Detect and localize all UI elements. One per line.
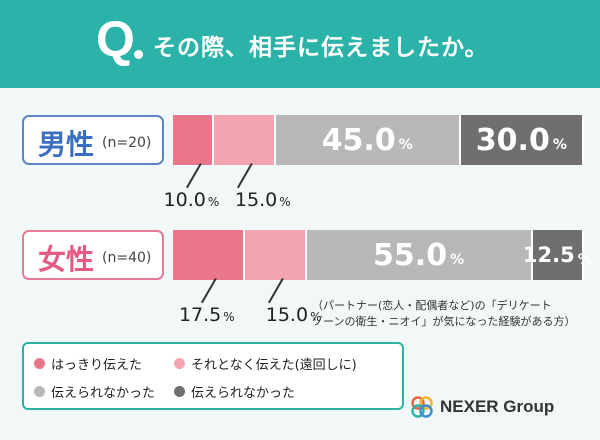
legend-item: はっきり伝えた bbox=[34, 354, 142, 373]
data-label-unit: % bbox=[450, 252, 465, 268]
callout-line bbox=[267, 278, 284, 304]
nexer-logo-icon bbox=[411, 396, 433, 418]
group-label-female-n: (n=40) bbox=[102, 250, 152, 266]
q-letter: Q bbox=[96, 11, 135, 67]
data-label: 30.0 bbox=[475, 122, 550, 158]
data-label: 12.5 bbox=[522, 243, 575, 267]
legend-dot-3 bbox=[34, 386, 45, 397]
footnote-line-1: （パートナー(恋人・配偶者など)の「デリケート bbox=[312, 299, 552, 312]
brand-name: NEXER Group bbox=[440, 397, 555, 416]
data-label-unit: % bbox=[577, 252, 592, 268]
legend-item: それとなく伝えた(遠回しに) bbox=[174, 354, 357, 373]
question-title: その際、相手に伝えましたか。 bbox=[153, 35, 489, 61]
legend-item: 伝えられなかった bbox=[34, 382, 155, 401]
callout-line bbox=[185, 163, 202, 189]
bar-segment-male-4: 30.0% bbox=[460, 115, 584, 165]
bar-segment-male-3: 45.0% bbox=[275, 115, 461, 165]
group-label-female-text: 女性 bbox=[38, 243, 95, 276]
bar-segment-female-3: 55.0% bbox=[306, 230, 533, 280]
callout-line bbox=[200, 278, 217, 304]
q-dot-icon bbox=[134, 50, 143, 59]
legend: はっきり伝えた それとなく伝えた(遠回しに) 伝えられなかった 伝えられなかった bbox=[22, 342, 404, 410]
legend-item: 伝えられなかった bbox=[174, 382, 295, 401]
footnote-line-2: ゾーンの衛生・ニオイ」が気になった経験がある方） bbox=[312, 315, 576, 328]
legend-label: 伝えられなかった bbox=[51, 386, 156, 401]
legend-dot-1 bbox=[34, 358, 45, 369]
bar-segment-male-1 bbox=[173, 115, 215, 165]
bar-segment-female-2 bbox=[244, 230, 307, 280]
legend-dot-4 bbox=[174, 386, 185, 397]
data-label: 15.0% bbox=[234, 189, 291, 211]
data-label: 10.0% bbox=[163, 189, 220, 211]
legend-dot-2 bbox=[174, 358, 185, 369]
legend-label: 伝えられなかった bbox=[191, 386, 296, 401]
data-label-unit: % bbox=[552, 137, 567, 153]
callout-line bbox=[236, 163, 253, 189]
legend-label: それとなく伝えた(遠回しに) bbox=[191, 358, 357, 373]
group-label-male: 男性 (n=20) bbox=[22, 115, 164, 165]
footnote: （パートナー(恋人・配偶者など)の「デリケート ゾーンの衛生・ニオイ」が気になっ… bbox=[312, 298, 575, 330]
data-label: 55.0 bbox=[373, 237, 448, 273]
legend-label: はっきり伝えた bbox=[51, 358, 143, 373]
group-label-male-n: (n=20) bbox=[102, 135, 152, 151]
bar-segment-female-1 bbox=[173, 230, 245, 280]
group-label-female: 女性 (n=40) bbox=[22, 230, 164, 280]
group-label-male-text: 男性 bbox=[38, 128, 95, 161]
bar-segment-female-4: 12.5% bbox=[523, 230, 592, 280]
data-label-unit: % bbox=[398, 137, 413, 153]
bar-segment-male-2 bbox=[214, 115, 276, 165]
brand-logo: NEXER Group bbox=[410, 395, 554, 419]
data-label: 45.0 bbox=[321, 122, 396, 158]
data-label: 15.0% bbox=[265, 304, 322, 326]
data-label: 17.5% bbox=[178, 304, 235, 326]
header-banner: Q その際、相手に伝えましたか。 bbox=[0, 0, 600, 88]
